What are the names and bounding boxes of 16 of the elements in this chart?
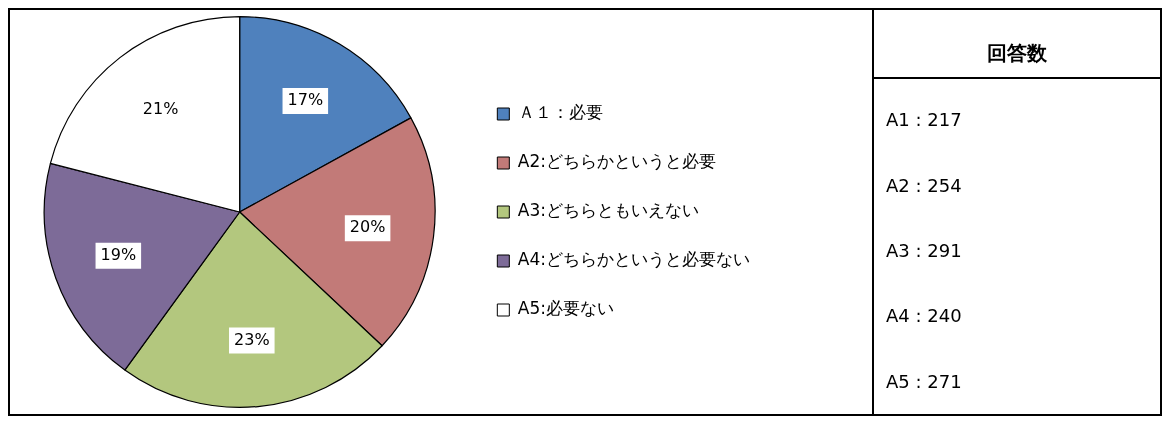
legend-label: A3:どちらともいえない [517,200,700,221]
legend-label: A2:どちらかというと必要 [517,151,717,172]
data-label: 19% [100,244,137,264]
legend-label: Ａ１：必要 [517,102,603,123]
legend-label: A4:どちらかというと必要ない [517,249,751,270]
text: A1 : 217 [886,109,963,131]
text: 回答数 [874,10,1160,79]
text: A2 : 254 [886,174,963,196]
legend-label: A5:必要ない [517,298,615,319]
text: A5 : 271 [886,370,963,392]
data-label: 17% [287,90,324,110]
text: A4 : 240 [886,305,963,327]
text: A3 : 291 [886,239,963,261]
data-label: 20% [349,217,386,237]
data-label: 21% [142,99,179,119]
data-label: 23% [234,329,270,349]
